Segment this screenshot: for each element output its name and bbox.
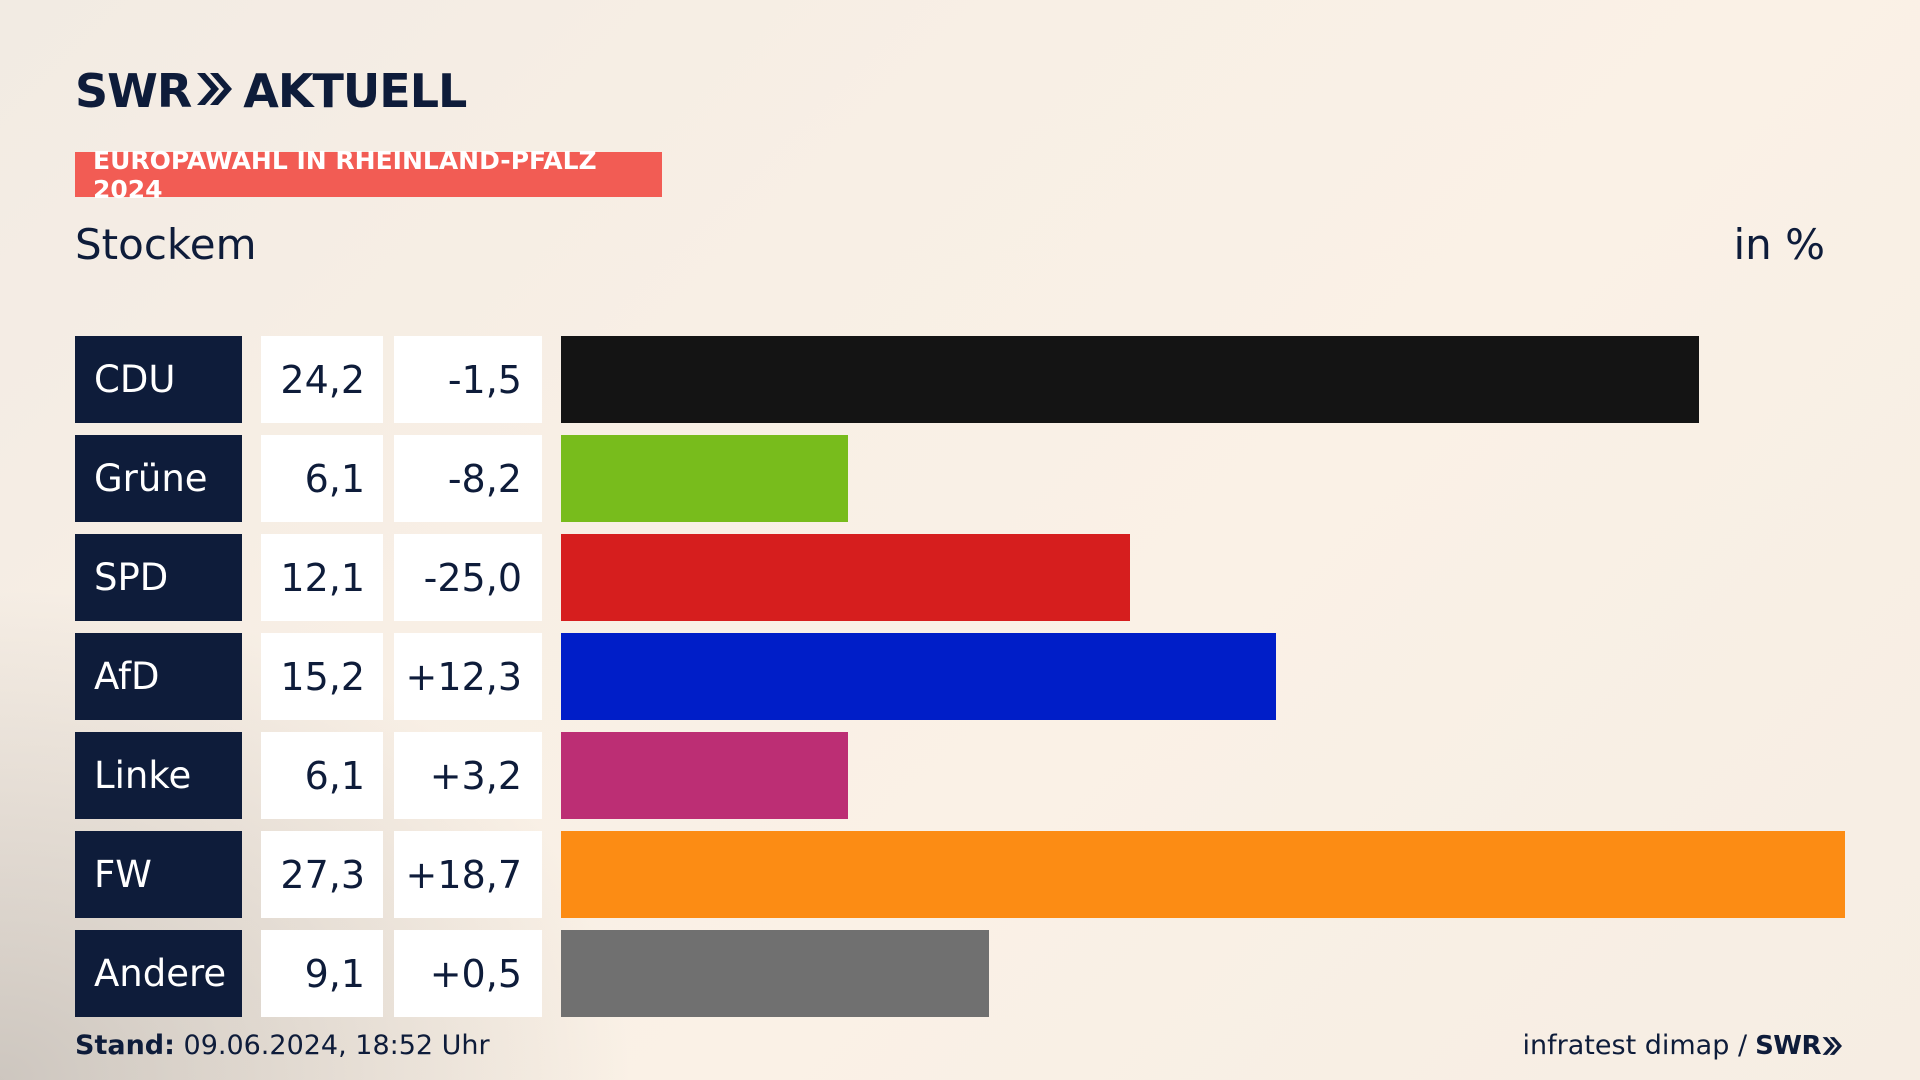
result-bar	[561, 633, 1276, 720]
swr-aktuell-logo: SWR AKTUELL	[75, 64, 467, 118]
vote-share-value: 15,2	[261, 633, 383, 720]
vote-share-value: 6,1	[261, 435, 383, 522]
change-value: -8,2	[394, 435, 542, 522]
election-banner: EUROPAWAHL IN RHEINLAND-PFALZ 2024	[75, 146, 662, 204]
vote-share-value: 6,1	[261, 732, 383, 819]
result-bar	[561, 831, 1845, 918]
vote-share-value: 24,2	[261, 336, 383, 423]
vote-share-value: 12,1	[261, 534, 383, 621]
result-bar	[561, 732, 848, 819]
footer-swr-text: SWR	[1755, 1030, 1821, 1061]
unit-label: in %	[1733, 220, 1825, 269]
place-title: Stockem	[75, 220, 257, 269]
footer-swr-logo: SWR	[1755, 1031, 1843, 1061]
timestamp: Stand: 09.06.2024, 18:52 Uhr	[75, 1030, 490, 1061]
result-bar	[561, 435, 848, 522]
result-bar	[561, 534, 1130, 621]
party-label: SPD	[75, 534, 242, 621]
result-bar	[561, 336, 1699, 423]
change-value: +12,3	[394, 633, 542, 720]
change-value: +18,7	[394, 831, 542, 918]
footer-chevron-icon	[1822, 1036, 1842, 1055]
change-value: -1,5	[394, 336, 542, 423]
party-label: Grüne	[75, 435, 242, 522]
vote-share-value: 9,1	[261, 930, 383, 1017]
party-label: CDU	[75, 336, 242, 423]
party-label: Linke	[75, 732, 242, 819]
party-label: FW	[75, 831, 242, 918]
vote-share-value: 27,3	[261, 831, 383, 918]
result-bar	[561, 930, 989, 1017]
stand-value: 09.06.2024, 18:52 Uhr	[183, 1030, 490, 1061]
source-text: infratest dimap /	[1522, 1030, 1748, 1061]
source-credit: infratest dimap / SWR	[1523, 1030, 1843, 1061]
change-value: +0,5	[394, 930, 542, 1017]
change-value: -25,0	[394, 534, 542, 621]
logo-aktuell-text: AKTUELL	[243, 64, 467, 118]
change-value: +3,2	[394, 732, 542, 819]
logo-swr-text: SWR	[75, 64, 192, 118]
double-chevron-icon	[195, 64, 233, 118]
party-label: AfD	[75, 633, 242, 720]
stand-label: Stand:	[75, 1030, 175, 1061]
party-label: Andere	[75, 930, 242, 1017]
